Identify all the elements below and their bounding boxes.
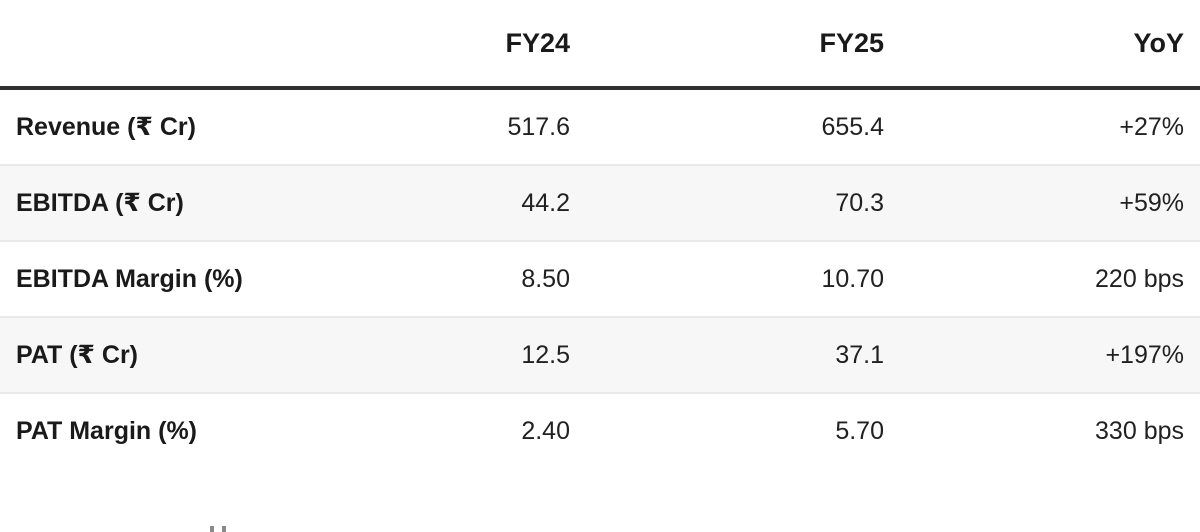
cell-fy25: 655.4: [821, 112, 884, 141]
header-row: FY24 FY25 YoY: [0, 0, 1200, 90]
row-label: EBITDA (₹ Cr): [0, 164, 370, 241]
cell-fy24: 44.2: [370, 164, 586, 241]
cell-fy25: 5.70: [586, 392, 900, 468]
cell-yoy: +197%: [900, 316, 1200, 393]
header-fy24: FY24: [370, 0, 586, 90]
cell-fy25: 10.70: [586, 240, 900, 317]
table-row-ebitda: EBITDA (₹ Cr) 44.2 70.3 +59%: [0, 164, 1200, 241]
header-fy25: FY25: [586, 0, 900, 90]
cell-fy24: 12.5: [370, 316, 586, 393]
table-row-pat-margin: PAT Margin (%) 2.40 5.70 330 bps: [0, 392, 1200, 468]
cell-fy25: 70.3: [586, 164, 900, 241]
cell-fy24: 517.6: [507, 112, 570, 141]
table-header: FY24 FY25 YoY: [0, 0, 1200, 90]
cell-yoy: +27%: [1119, 112, 1184, 141]
financial-results-table: FY24 FY25 YoY Revenue (₹ Cr) 517.6 655.4…: [0, 0, 1200, 468]
cell-fy25: 37.1: [586, 316, 900, 393]
table-row-pat: PAT (₹ Cr) 12.5 37.1 +197%: [0, 316, 1200, 393]
header-yoy: YoY: [900, 0, 1200, 90]
cell-yoy: +59%: [900, 164, 1200, 241]
cell-fy24: 8.50: [370, 240, 586, 317]
row-label: PAT (₹ Cr): [0, 316, 370, 393]
table-row-ebitda-margin: EBITDA Margin (%) 8.50 10.70 220 bps: [0, 240, 1200, 317]
cropped-text-artifact: [222, 526, 226, 532]
cell-yoy: 220 bps: [900, 240, 1200, 317]
header-metric: [0, 0, 370, 90]
cell-fy24: 2.40: [370, 392, 586, 468]
row-label: PAT Margin (%): [0, 392, 370, 468]
row-label: Revenue (₹ Cr): [16, 113, 196, 141]
table-body: Revenue (₹ Cr) 517.6 655.4 +27% EBITDA (…: [0, 88, 1200, 468]
table-row-revenue: Revenue (₹ Cr) 517.6 655.4 +27%: [0, 88, 1200, 165]
cropped-text-artifact: [210, 526, 214, 532]
row-label: EBITDA Margin (%): [0, 240, 370, 317]
cell-yoy: 330 bps: [900, 392, 1200, 468]
